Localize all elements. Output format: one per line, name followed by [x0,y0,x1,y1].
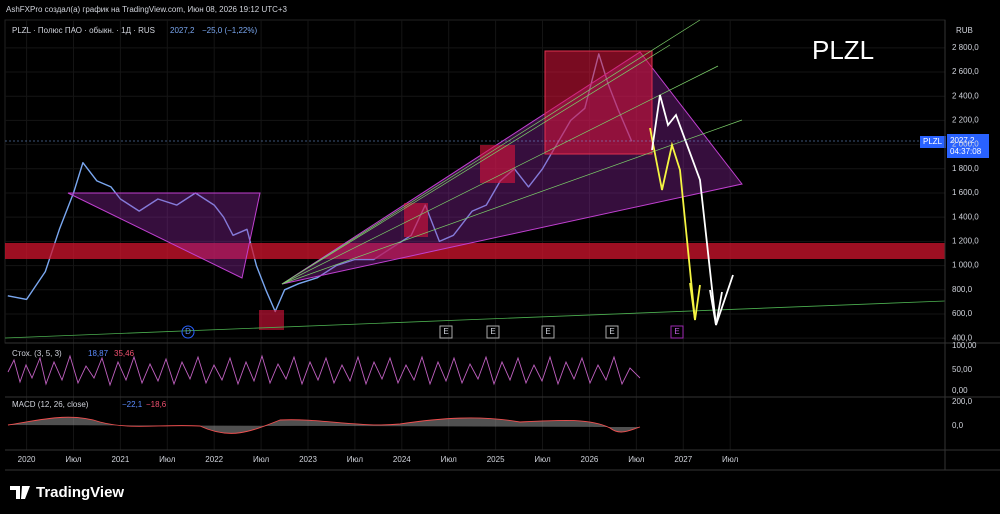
x-tick-label: Июл [65,455,82,464]
y-tick-label: 2 200,0 [952,116,979,125]
stoch-d: 35,46 [114,349,135,358]
last-price: 2027,2 [170,26,195,35]
y-tick-label: 2 000,0 [952,140,979,149]
big-label: PLZL [812,35,874,65]
fan-line [281,19,701,285]
y-tick-label: 1 000,0 [952,261,979,270]
event-label: D [185,327,191,336]
fan-line [281,119,743,285]
y-tick-label: 400,0 [952,333,973,342]
zone [404,203,428,237]
event-label: E [609,327,614,336]
event-badge [181,325,195,339]
x-tick-label: 2023 [299,455,317,464]
brand-logo [10,486,30,499]
y-tick-label: 2 800,0 [952,43,979,52]
brand: TradingView [10,484,124,501]
price-tag [947,134,989,158]
price-tag [920,136,946,148]
x-tick-label: Июл [347,455,364,464]
trend-line [4,300,946,339]
macd-title: MACD (12, 26, close) [12,400,89,409]
stoch-title: Стох. (3, 5, 3) [12,349,62,358]
x-tick-label: Июл [253,455,270,464]
x-tick-label: 2026 [581,455,599,464]
event-label: E [490,327,495,336]
y-tick-label: 1 600,0 [952,188,979,197]
x-tick-label: Июл [441,455,458,464]
currency: RUB [956,26,973,35]
y-tick-label: 1 800,0 [952,164,979,173]
y-tick-label: 600,0 [952,309,973,318]
event-label: E [443,327,448,336]
event-badge [439,325,453,339]
zone [480,145,515,183]
x-tick-label: 2024 [393,455,411,464]
triangle [67,192,261,279]
zone [259,310,284,330]
stoch-line [7,354,641,387]
stoch-tick: 0,00 [952,386,968,395]
x-tick-label: 2027 [674,455,692,464]
author-line: AshFXPro создал(а) график на TradingView… [6,5,288,14]
macd-tick: 200,0 [952,397,973,406]
change: −25,0 (−1,22%) [202,26,257,35]
fan-line [281,65,719,285]
brand-name: TradingView [36,484,124,501]
price-tag-symbol: PLZL [923,137,943,146]
x-tick-label: 2021 [111,455,129,464]
y-tick-label: 800,0 [952,285,973,294]
drawings [4,19,946,339]
stoch-tick: 100,00 [952,341,977,350]
symbol-line: PLZL · Полюс ПАО · обыкн. · 1Д · RUS [12,26,155,35]
zone [544,50,653,155]
price-tag-countdown: 04:37:08 [950,147,982,156]
x-tick-label: 2025 [487,455,505,464]
y-tick-label: 2 400,0 [952,91,979,100]
event-badge [605,325,619,339]
macd-tick: 0,0 [952,421,964,430]
x-tick-label: 2022 [205,455,223,464]
x-tick-label: 2020 [18,455,36,464]
event-badge [486,325,500,339]
price-pane [4,19,946,450]
x-tick-label: Июл [159,455,176,464]
macd-value: −22,1 [122,400,143,409]
price-tag-price: 2027,2 [950,136,975,145]
x-tick-label: Июл [722,455,739,464]
macd-line [7,416,641,434]
event-badge [670,325,684,339]
price-line [7,53,633,313]
support-band [5,243,945,259]
y-tick-label: 1 400,0 [952,212,979,221]
event-label: E [545,327,550,336]
stoch-k: 18,87 [88,349,109,358]
x-tick-label: Июл [534,455,551,464]
y-tick-label: 1 200,0 [952,236,979,245]
macd-signal: −18,6 [146,400,167,409]
arrow-head [709,289,723,326]
forecast-arrow [649,127,696,321]
arrow-head [689,282,701,321]
event-badge [541,325,555,339]
event-label: E [674,327,679,336]
x-tick-label: Июл [628,455,645,464]
event-badges: D E E E E E [181,325,684,339]
stoch-tick: 50,00 [952,365,973,374]
fan-line [281,44,671,285]
y-tick-label: 2 600,0 [952,67,979,76]
